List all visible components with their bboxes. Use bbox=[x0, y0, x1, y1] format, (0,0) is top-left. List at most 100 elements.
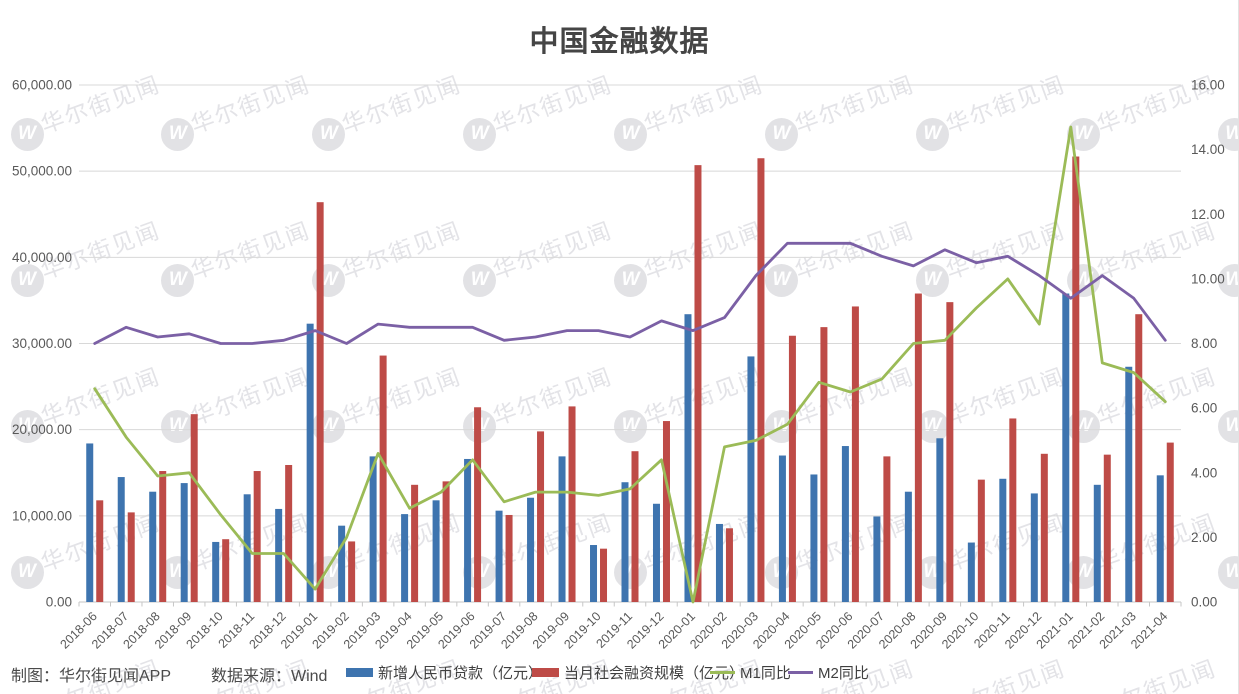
bar-social-financing bbox=[1040, 453, 1048, 602]
y-axis-right-label: 8.00 bbox=[1191, 336, 1217, 351]
bar-social-financing bbox=[411, 484, 419, 602]
bar-new-loans bbox=[873, 516, 881, 602]
bar-social-financing bbox=[1072, 156, 1080, 603]
bar-social-financing bbox=[348, 541, 356, 602]
bar-new-loans bbox=[715, 523, 723, 602]
legend-item-loans: 新增人民币贷款（亿元） bbox=[346, 662, 543, 682]
legend-swatch-loans bbox=[346, 667, 373, 677]
bar-social-financing bbox=[631, 451, 639, 602]
chart-title: 中国金融数据 bbox=[529, 26, 710, 58]
bar-new-loans bbox=[1062, 293, 1070, 602]
bar-social-financing bbox=[757, 158, 765, 602]
bar-social-financing bbox=[600, 548, 608, 602]
y-axis-right-label: 4.00 bbox=[1191, 465, 1217, 480]
y-axis-right-label: 2.00 bbox=[1191, 530, 1217, 545]
footer: 制图：华尔街见闻APP 数据来源：Wind 新增人民币贷款（亿元） 当月社会融资… bbox=[0, 658, 1238, 688]
y-axis-left-label: 20,000.00 bbox=[12, 422, 72, 437]
line-m1-yoy bbox=[93, 125, 1167, 604]
bar-new-loans bbox=[1030, 493, 1038, 602]
bar-social-financing bbox=[694, 165, 702, 602]
bar-new-loans bbox=[86, 443, 94, 602]
bar-social-financing bbox=[222, 539, 230, 602]
bar-new-loans bbox=[212, 541, 220, 602]
y-axis-left-label: 0.00 bbox=[46, 595, 72, 610]
credit-text: 制图：华尔街见闻APP bbox=[11, 668, 172, 685]
bar-new-loans bbox=[1156, 475, 1164, 602]
y-axis-left-label: 30,000.00 bbox=[12, 336, 72, 351]
y-axis-right-label: 10.00 bbox=[1191, 271, 1225, 286]
bar-new-loans bbox=[369, 456, 377, 602]
bar-social-financing bbox=[883, 456, 891, 602]
bar-social-financing bbox=[127, 512, 135, 602]
bar-social-financing bbox=[788, 335, 796, 602]
bar-new-loans bbox=[149, 491, 157, 602]
bar-new-loans bbox=[338, 525, 346, 602]
legend-item-tsf: 当月社会融资规模（亿元） bbox=[532, 662, 744, 682]
legend-swatch-m2 bbox=[788, 670, 813, 674]
legend-label-loans: 新增人民币贷款（亿元） bbox=[378, 664, 544, 682]
bar-new-loans bbox=[117, 477, 125, 602]
legend-swatch-tsf bbox=[532, 667, 559, 677]
bar-new-loans bbox=[747, 356, 755, 602]
bar-new-loans bbox=[652, 503, 660, 602]
bar-social-financing bbox=[505, 514, 513, 602]
bar-social-financing bbox=[442, 481, 450, 602]
bar-new-loans bbox=[841, 446, 849, 602]
y-axis-left-label: 50,000.00 bbox=[12, 164, 72, 179]
bar-new-loans bbox=[810, 474, 818, 602]
bar-new-loans bbox=[275, 508, 283, 602]
bar-social-financing bbox=[537, 431, 545, 602]
bar-new-loans bbox=[495, 510, 503, 602]
bar-new-loans bbox=[590, 545, 598, 602]
bar-social-financing bbox=[662, 421, 670, 602]
bar-new-loans bbox=[967, 542, 975, 602]
bar-social-financing bbox=[946, 302, 954, 602]
bar-new-loans bbox=[1093, 484, 1101, 602]
y-axis-right-label: 16.00 bbox=[1191, 78, 1225, 93]
bar-new-loans bbox=[904, 491, 912, 602]
bar-social-financing bbox=[914, 293, 922, 602]
bar-new-loans bbox=[936, 438, 944, 602]
bar-social-financing bbox=[820, 327, 828, 602]
bar-new-loans bbox=[621, 482, 629, 602]
bar-social-financing bbox=[96, 500, 104, 602]
y-axis-left-label: 60,000.00 bbox=[12, 78, 72, 93]
legend-label-m2: M2同比 bbox=[818, 664, 869, 682]
legend-item-m1: M1同比 bbox=[710, 662, 791, 682]
y-axis-right-label: 0.00 bbox=[1191, 595, 1217, 610]
bar-new-loans bbox=[401, 514, 409, 602]
legend-label-tsf: 当月社会融资规模（亿元） bbox=[564, 664, 745, 682]
bar-new-loans bbox=[527, 497, 535, 602]
bar-new-loans bbox=[464, 458, 472, 602]
bar-new-loans bbox=[180, 483, 188, 602]
bar-new-loans bbox=[1125, 366, 1133, 602]
bar-social-financing bbox=[977, 479, 985, 602]
source-text: 数据来源：Wind bbox=[211, 668, 328, 685]
bar-new-loans bbox=[558, 456, 566, 602]
bar-new-loans bbox=[999, 478, 1007, 602]
bar-social-financing bbox=[568, 406, 576, 602]
y-axis-right-label: 6.00 bbox=[1191, 401, 1217, 416]
bar-new-loans bbox=[778, 455, 786, 602]
bar-social-financing bbox=[190, 414, 198, 602]
legend-swatch-m1 bbox=[710, 670, 735, 674]
bar-social-financing bbox=[474, 407, 482, 602]
bar-social-financing bbox=[379, 355, 387, 602]
bar-new-loans bbox=[306, 323, 314, 602]
legend-label-m1: M1同比 bbox=[740, 664, 791, 682]
bar-social-financing bbox=[725, 528, 733, 602]
bar-social-financing bbox=[1009, 418, 1017, 602]
y-axis-left-label: 10,000.00 bbox=[12, 508, 72, 523]
bar-social-financing bbox=[851, 306, 859, 602]
bar-new-loans bbox=[432, 500, 440, 602]
bar-social-financing bbox=[253, 471, 261, 602]
bar-social-financing bbox=[1166, 442, 1174, 602]
y-axis-left-label: 40,000.00 bbox=[12, 250, 72, 265]
line-m2-yoy bbox=[93, 241, 1167, 345]
bar-new-loans bbox=[684, 314, 692, 602]
bar-social-financing bbox=[316, 202, 324, 603]
bar-social-financing bbox=[1135, 314, 1143, 602]
y-axis-right-label: 12.00 bbox=[1191, 207, 1225, 222]
